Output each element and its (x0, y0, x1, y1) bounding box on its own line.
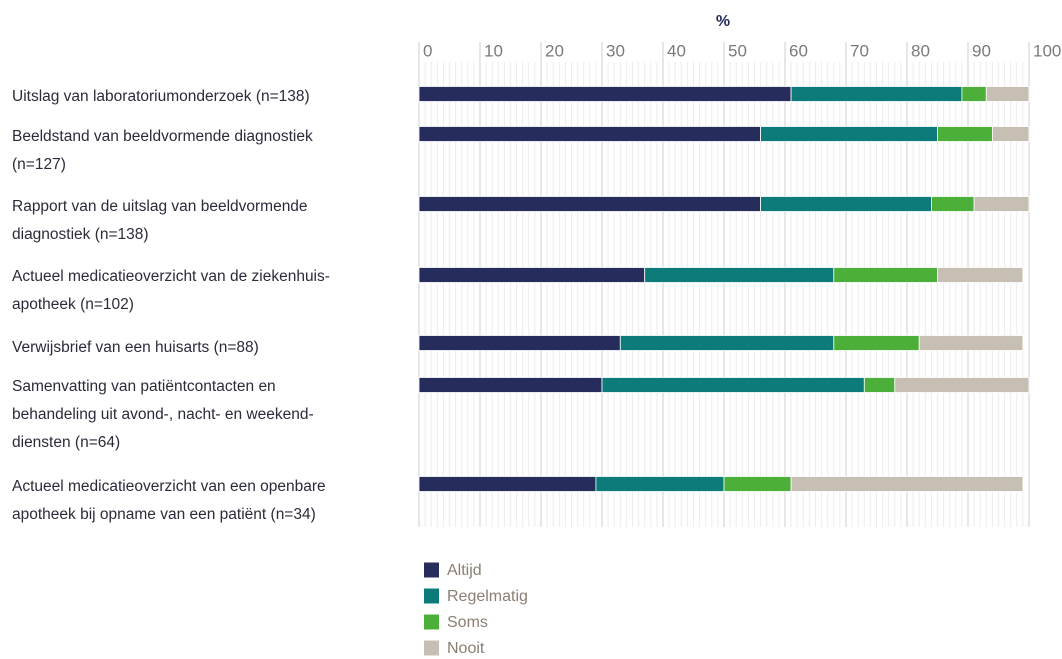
bar-segment (937, 126, 993, 142)
legend-label: Regelmatig (447, 588, 528, 605)
legend-label: Nooit (447, 640, 485, 657)
bar-segment (418, 196, 762, 212)
legend-label: Soms (447, 614, 488, 631)
x-tick-label: 60 (789, 41, 808, 60)
legend-swatch (424, 562, 439, 578)
x-tick-label: 50 (728, 41, 747, 60)
category-label: Verwijsbrief van een huisarts (n=88) (12, 339, 259, 356)
bar-segment (418, 267, 646, 283)
x-tick-label: 100 (1033, 41, 1061, 60)
legend-swatch (424, 640, 439, 656)
bar-segment (790, 476, 1024, 492)
bar-segment (601, 377, 865, 393)
x-tick-label: 0 (423, 41, 432, 60)
x-tick-label: 30 (606, 41, 625, 60)
category-label: Actueel medicatieoverzicht van de zieken… (12, 268, 330, 313)
bar-segment (418, 335, 621, 351)
legend-swatch (424, 614, 439, 630)
bar-segment (418, 126, 762, 142)
bar-segment (985, 86, 1030, 102)
bar-segment (790, 86, 963, 102)
bar-segment (833, 267, 938, 283)
bar-segment (973, 196, 1030, 212)
x-tick-label: 10 (484, 41, 503, 60)
bar-segment (863, 377, 896, 393)
legend-swatch (424, 588, 439, 604)
bar-segment (418, 377, 603, 393)
bar-segment (992, 126, 1030, 142)
bar-segment (833, 335, 920, 351)
bar-segment (723, 476, 792, 492)
bar-segment (918, 335, 1024, 351)
x-tick-label: 90 (972, 41, 991, 60)
x-tick-label: 20 (545, 41, 564, 60)
x-tick-label: 80 (911, 41, 930, 60)
bar-segment (894, 377, 1030, 393)
legend-label: Altijd (447, 562, 482, 579)
category-label: Rapport van de uitslag van beeldvormende… (12, 198, 308, 243)
bar-segment (595, 476, 725, 492)
bar-segment (937, 267, 1024, 283)
bar-segment (418, 476, 597, 492)
bar-segment (418, 86, 792, 102)
x-tick-label: 40 (667, 41, 686, 60)
bar-segment (961, 86, 987, 102)
category-label: Uitslag van laboratoriumonderzoek (n=138… (12, 88, 310, 105)
category-label: Samenvatting van patiëntcontacten en beh… (12, 378, 314, 451)
category-label: Actueel medicatieoverzicht van een openb… (12, 478, 326, 523)
bar-segment (931, 196, 975, 212)
x-tick-label: 70 (850, 41, 869, 60)
bar-segment (619, 335, 835, 351)
bar-segment (644, 267, 835, 283)
category-label: Beeldstand van beeldvormende diagnostiek… (12, 128, 313, 173)
bar-segment (760, 126, 938, 142)
axis-title: % (716, 13, 730, 30)
bar-segment (760, 196, 932, 212)
